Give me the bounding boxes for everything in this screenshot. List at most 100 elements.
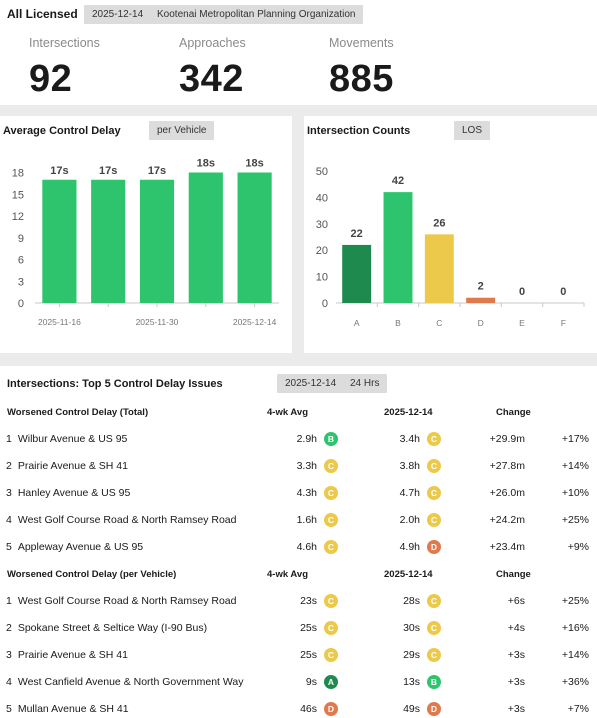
- current-value: 49s: [403, 703, 420, 715]
- table-row[interactable]: 5 Mullan Avenue & SH 41 46s 49s +3s +7% D D: [0, 701, 597, 718]
- change-percent: +10%: [561, 487, 589, 499]
- intersection-name[interactable]: 2 Spokane Street & Seltice Way (I-90 Bus): [6, 620, 207, 636]
- current-value: 13s: [403, 676, 420, 688]
- intersection-name[interactable]: 4 West Golf Course Road & North Ramsey Ro…: [6, 512, 237, 528]
- table-row[interactable]: 2 Prairie Avenue & SH 41 3.3h 3.8h +27.8m +14…: [0, 458, 597, 485]
- y-tick-label: 12: [12, 211, 24, 223]
- bar-data-label: 42: [392, 175, 404, 187]
- change-value: +23.4m: [489, 541, 525, 553]
- intersection-label: Mullan Avenue & SH 41: [17, 703, 129, 715]
- y-tick-label: 3: [18, 276, 24, 288]
- change-value: +24.2m: [489, 514, 525, 526]
- intersection-name[interactable]: 5 Appleway Avenue & US 95: [6, 539, 143, 555]
- date-chip[interactable]: 2025-12-14: [84, 5, 152, 24]
- stat-value: 885: [329, 58, 394, 100]
- change-percent: +16%: [561, 622, 589, 634]
- avg-column-header: 4-wk Avg: [267, 569, 309, 580]
- stat-label: Intersections: [29, 36, 100, 50]
- x-tick-label: C: [436, 318, 442, 328]
- current-value: 2.0h: [399, 514, 420, 526]
- los-badge: C: [427, 648, 441, 662]
- intersection-name[interactable]: 1 Wilbur Avenue & US 95: [6, 431, 127, 447]
- intersection-label: Hanley Avenue & US 95: [17, 487, 131, 499]
- current-value: 28s: [403, 595, 420, 607]
- table-row[interactable]: 1 West Golf Course Road & North Ramsey Ro…: [0, 593, 597, 620]
- bar-data-label: 26: [433, 217, 445, 229]
- intersection-name[interactable]: 3 Hanley Avenue & US 95: [6, 485, 130, 501]
- los-badge: C: [324, 513, 338, 527]
- intersection-name[interactable]: 3 Prairie Avenue & SH 41: [6, 647, 128, 663]
- x-tick-label: F: [561, 318, 566, 328]
- row-rank: 1: [6, 433, 12, 445]
- change-percent: +36%: [561, 676, 589, 688]
- organization-chip[interactable]: Kootenai Metropolitan Planning Organizat…: [149, 5, 364, 24]
- range-chip[interactable]: 24 Hrs: [342, 374, 388, 393]
- control-delay-issues-panel: Intersections: Top 5 Control Delay Issue…: [0, 366, 597, 718]
- avg-value: 4.6h: [296, 541, 317, 553]
- row-rank: 4: [6, 676, 12, 688]
- intersection-label: West Golf Course Road & North Ramsey Roa…: [17, 514, 237, 526]
- los-badge: D: [427, 702, 441, 716]
- table-date-chip[interactable]: 2025-12-14: [277, 374, 345, 393]
- change-percent: +17%: [561, 433, 589, 445]
- los-badge: D: [427, 540, 441, 554]
- los-badge: C: [427, 621, 441, 635]
- bar-data-label: 0: [560, 286, 566, 298]
- intersection-label: Wilbur Avenue & US 95: [17, 433, 128, 445]
- los-badge: C: [427, 432, 441, 446]
- avg-value: 1.6h: [296, 514, 317, 526]
- avg-value: 25s: [300, 622, 317, 634]
- stat-approaches: Approaches 342: [179, 36, 246, 101]
- y-tick-label: 50: [316, 166, 328, 178]
- bar-data-label: 2: [478, 281, 484, 293]
- change-percent: +14%: [561, 649, 589, 661]
- table-row[interactable]: 4 West Canfield Avenue & North Government…: [0, 674, 597, 701]
- intersection-name[interactable]: 5 Mullan Avenue & SH 41: [6, 701, 129, 717]
- intersection-name[interactable]: 1 West Golf Course Road & North Ramsey Ro…: [6, 593, 237, 609]
- y-tick-label: 0: [18, 298, 24, 310]
- table-row[interactable]: 1 Wilbur Avenue & US 95 2.9h 3.4h +29.9m +17%…: [0, 431, 597, 458]
- x-tick-label: D: [478, 318, 484, 328]
- per-vehicle-chip[interactable]: per Vehicle: [149, 121, 215, 140]
- intersection-label: Prairie Avenue & SH 41: [17, 460, 128, 472]
- avg-value: 2.9h: [296, 433, 317, 445]
- date-column-header: 2025-12-14: [384, 569, 433, 580]
- section-heading: Worsened Control Delay (Total): [7, 407, 149, 418]
- y-tick-label: 20: [316, 245, 328, 257]
- table-row[interactable]: 4 West Golf Course Road & North Ramsey Ro…: [0, 512, 597, 539]
- x-tick-label: E: [519, 318, 525, 328]
- row-rank: 5: [6, 703, 12, 715]
- row-rank: 5: [6, 541, 12, 553]
- los-badge: C: [324, 648, 338, 662]
- intersection-name[interactable]: 4 West Canfield Avenue & North Government…: [6, 674, 244, 690]
- table-row[interactable]: 3 Prairie Avenue & SH 41 25s 29s +3s +14% C C: [0, 647, 597, 674]
- los-chip[interactable]: LOS: [454, 121, 491, 140]
- stat-label: Movements: [329, 36, 394, 50]
- change-value: +3s: [507, 649, 525, 661]
- change-percent: +9%: [567, 541, 589, 553]
- row-rank: 3: [6, 487, 12, 499]
- los-badge: D: [324, 702, 338, 716]
- intersection-name[interactable]: 2 Prairie Avenue & SH 41: [6, 458, 128, 474]
- table-row[interactable]: 5 Appleway Avenue & US 95 4.6h 4.9h +23.4m +9…: [0, 539, 597, 566]
- avg-value: 46s: [300, 703, 317, 715]
- count-bar: [466, 297, 496, 303]
- section-heading: Worsened Control Delay (per Vehicle): [7, 569, 177, 580]
- stat-intersections: Intersections 92: [29, 36, 100, 101]
- stat-label: Approaches: [179, 36, 246, 50]
- los-badge: A: [324, 675, 338, 689]
- avg-value: 25s: [300, 649, 317, 661]
- row-rank: 2: [6, 460, 12, 472]
- table-row[interactable]: 3 Hanley Avenue & US 95 4.3h 4.7h +26.0m +10%…: [0, 485, 597, 512]
- los-badge: B: [324, 432, 338, 446]
- y-tick-label: 15: [12, 189, 24, 201]
- los-badge: C: [427, 486, 441, 500]
- change-percent: +25%: [561, 595, 589, 607]
- change-value: +6s: [507, 595, 525, 607]
- delay-bar: [42, 179, 77, 303]
- table-row[interactable]: 2 Spokane Street & Seltice Way (I-90 Bus)…: [0, 620, 597, 647]
- intersection-label: West Golf Course Road & North Ramsey Roa…: [17, 595, 237, 607]
- current-value: 4.9h: [399, 541, 420, 553]
- x-tick-label: 2025-11-16: [38, 317, 81, 327]
